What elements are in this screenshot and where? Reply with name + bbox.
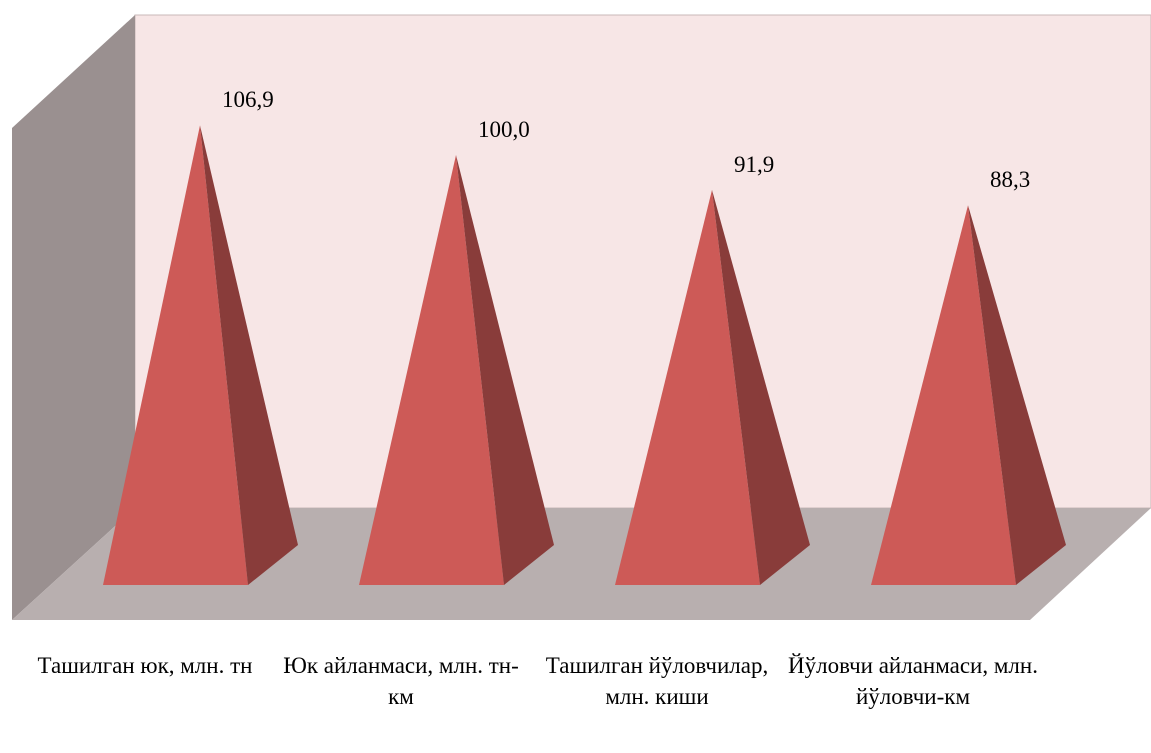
pyramid-front: [103, 125, 248, 585]
floor: [12, 508, 1151, 620]
value-label: 91,9: [734, 151, 775, 177]
pyramid: [359, 155, 554, 585]
pyramid: [103, 125, 298, 585]
pyramid-side: [712, 189, 810, 585]
pyramid: [871, 205, 1066, 585]
pyramid-front: [359, 155, 504, 585]
category-label: Ташилган юк, млн. тн: [37, 653, 253, 678]
category-label: Ташилган йўловчилар, млн. киши: [545, 653, 769, 709]
value-label: 88,3: [990, 167, 1031, 193]
side-wall: [12, 15, 135, 620]
value-label: 100,0: [478, 117, 530, 142]
pyramid-side: [200, 125, 298, 585]
category-label: Юк айланмаси, млн. тн-км: [283, 653, 519, 709]
pyramid-front: [615, 189, 760, 585]
pyramid: [615, 189, 810, 585]
value-label: 106,9: [222, 87, 274, 113]
category-label: Йўловчи айланмаси, млн. йўловчи-км: [788, 653, 1038, 709]
pyramid-side: [968, 205, 1066, 585]
pyramid-side: [456, 155, 554, 585]
pyramid-front: [871, 205, 1016, 585]
